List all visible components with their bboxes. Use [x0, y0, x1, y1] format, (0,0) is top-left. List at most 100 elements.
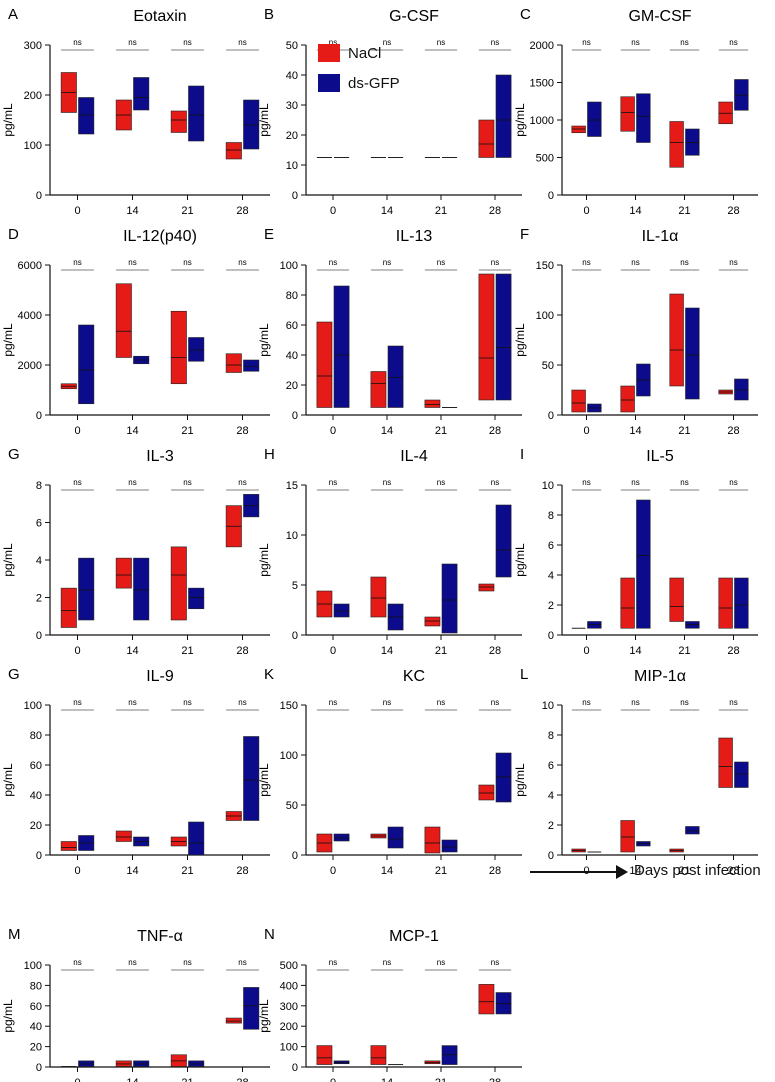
panel-letter: E	[264, 226, 274, 243]
significance-label: ns	[183, 698, 191, 707]
significance-label: ns	[491, 478, 499, 487]
x-tick-label: 28	[727, 425, 739, 437]
bar-dsgfp	[78, 557, 95, 621]
legend: NaCl ds-GFP	[318, 42, 478, 102]
significance-label: ns	[383, 958, 391, 967]
chart-panel-4: E IL-13 0 20 40 60 80 100 pg/mL 0 ns 14 ns 21 ns 28 ns	[257, 226, 522, 437]
x-tick-label: 28	[489, 425, 501, 437]
significance-label: ns	[680, 38, 688, 47]
bar-nacl	[669, 121, 684, 168]
significance-label: ns	[183, 478, 191, 487]
bar-nacl	[115, 830, 132, 842]
y-axis-label: pg/mL	[1, 103, 15, 137]
y-axis-label: pg/mL	[513, 763, 527, 797]
significance-label: ns	[238, 258, 246, 267]
y-tick-label: 40	[286, 350, 298, 362]
y-tick-label: 0	[36, 630, 42, 642]
bar-dsgfp	[685, 826, 700, 835]
bar-dsgfp	[333, 603, 350, 618]
x-tick-label: 14	[629, 205, 641, 217]
bar-nacl	[620, 577, 635, 629]
x-tick-label: 28	[489, 865, 501, 877]
bar-nacl	[316, 321, 333, 408]
significance-label: ns	[73, 958, 81, 967]
significance-label: ns	[437, 698, 445, 707]
bar-nacl	[225, 1017, 242, 1024]
y-tick-label: 300	[24, 40, 42, 52]
x-tick-label: 0	[330, 1077, 336, 1082]
significance-label: ns	[238, 698, 246, 707]
bar-dsgfp	[495, 992, 512, 1015]
significance-label: ns	[128, 478, 136, 487]
x-tick-label: 21	[181, 425, 193, 437]
y-tick-label: 60	[286, 320, 298, 332]
significance-label: ns	[128, 258, 136, 267]
significance-label: ns	[491, 38, 499, 47]
chart-panel-8: I IL-5 0 2 4 6 8 10 pg/mL 0 ns 14 ns 21 ns 28 ns	[513, 446, 758, 657]
chart-panel-10: K KC 0 50 100 150 pg/mL 0 ns 14 ns 21 ns 28 ns	[257, 666, 522, 877]
significance-label: ns	[437, 38, 445, 47]
x-tick-label: 0	[583, 645, 589, 657]
x-tick-label: 0	[74, 205, 80, 217]
significance-label: ns	[329, 698, 337, 707]
y-axis-label: pg/mL	[513, 543, 527, 577]
chart-title: MCP-1	[389, 928, 439, 945]
x-tick-label: 0	[74, 645, 80, 657]
y-tick-label: 0	[36, 190, 42, 202]
bar-dsgfp	[243, 987, 260, 1030]
y-tick-label: 0	[36, 850, 42, 862]
bar-nacl	[60, 841, 77, 851]
x-tick-label: 14	[381, 425, 393, 437]
y-tick-label: 400	[280, 980, 298, 992]
significance-label: ns	[631, 38, 639, 47]
legend-item-nacl: NaCl	[318, 42, 381, 64]
bar-dsgfp	[188, 337, 205, 362]
y-axis-label: pg/mL	[257, 103, 271, 137]
legend-item-dsgfp: ds-GFP	[318, 72, 400, 94]
bar-dsgfp	[441, 839, 458, 853]
bar-dsgfp	[495, 504, 512, 578]
significance-label: ns	[329, 478, 337, 487]
x-tick-label: 0	[74, 865, 80, 877]
significance-label: ns	[238, 478, 246, 487]
significance-label: ns	[383, 478, 391, 487]
bar-nacl	[424, 826, 441, 854]
x-tick-label: 21	[435, 425, 447, 437]
significance-label: ns	[680, 478, 688, 487]
bar-dsgfp	[636, 499, 651, 629]
y-tick-label: 6000	[18, 260, 42, 272]
panel-letter: K	[264, 666, 274, 683]
y-tick-label: 80	[30, 980, 42, 992]
bar-dsgfp	[495, 752, 512, 803]
x-tick-label: 21	[435, 205, 447, 217]
y-tick-label: 100	[280, 750, 298, 762]
bar-nacl	[478, 583, 495, 592]
y-tick-label: 6	[36, 518, 42, 530]
panel-letter: M	[8, 926, 21, 943]
bar-nacl	[370, 371, 387, 408]
chart-title: IL-1α	[642, 228, 679, 245]
y-tick-label: 10	[286, 160, 298, 172]
y-tick-label: 2	[548, 600, 554, 612]
y-tick-label: 0	[548, 190, 554, 202]
chart-panel-13: N MCP-1 0 100 200 300 400 500 pg/mL 0 ns 14 ns 21 ns 28…	[257, 926, 522, 1082]
significance-label: ns	[437, 478, 445, 487]
bar-nacl	[225, 142, 242, 160]
chart-title: IL-5	[646, 448, 674, 465]
x-tick-label: 14	[126, 865, 138, 877]
y-tick-label: 100	[280, 260, 298, 272]
x-tick-label: 0	[583, 425, 589, 437]
x-tick-label: 14	[381, 865, 393, 877]
significance-label: ns	[729, 698, 737, 707]
significance-label: ns	[729, 258, 737, 267]
significance-label: ns	[73, 38, 81, 47]
panel-letter: F	[520, 226, 529, 243]
x-tick-label: 14	[629, 865, 641, 877]
x-tick-label: 21	[435, 1077, 447, 1082]
arrowhead-icon	[616, 865, 628, 879]
panel-letter: I	[520, 446, 524, 463]
y-tick-label: 100	[280, 1042, 298, 1054]
arrow-right-icon	[530, 871, 620, 873]
y-tick-label: 200	[24, 90, 42, 102]
